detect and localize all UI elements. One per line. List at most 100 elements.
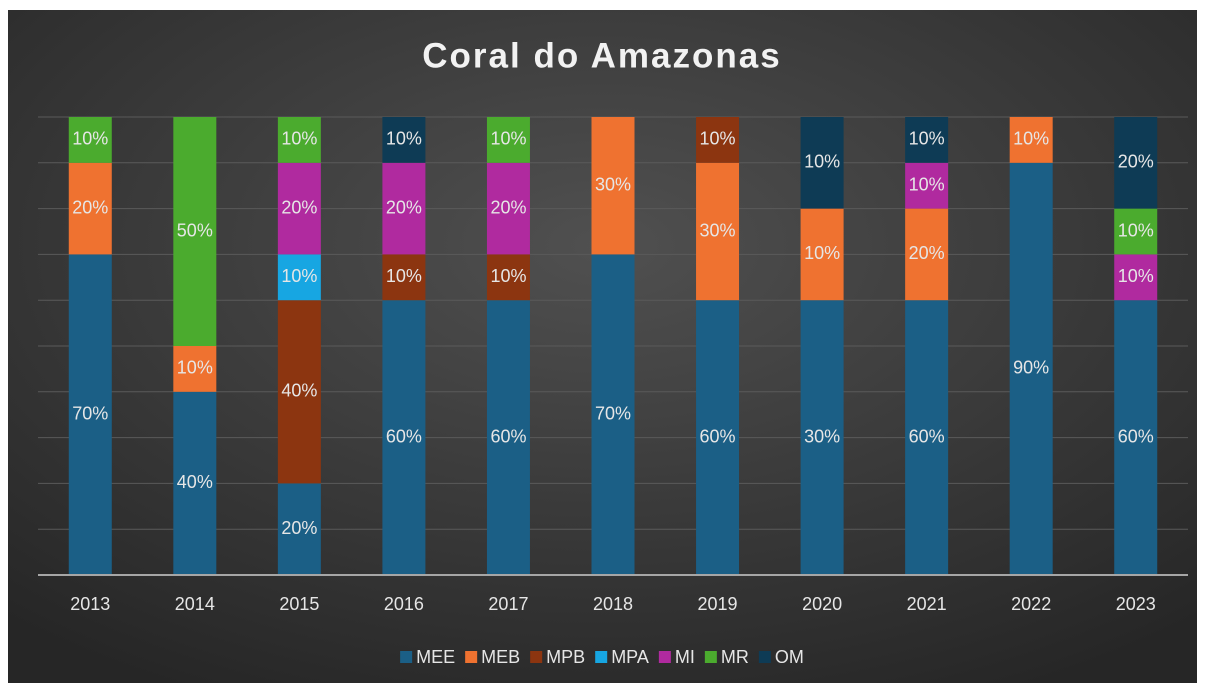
bar-segment [1114, 117, 1158, 209]
bar-segment [800, 208, 844, 301]
bar-segment [1114, 300, 1158, 575]
bar-segment [173, 391, 217, 575]
x-tick-label: 2023 [1116, 594, 1156, 614]
legend-label: MI [675, 647, 695, 667]
data-label: 70% [72, 403, 108, 423]
legend-swatch [595, 651, 608, 663]
data-label: 90% [1013, 358, 1049, 378]
x-tick-label: 2019 [698, 594, 738, 614]
bar-segment [905, 208, 949, 301]
data-label: 10% [386, 266, 422, 286]
data-label: 30% [804, 426, 840, 446]
data-label: 60% [386, 426, 422, 446]
bar-segment [382, 254, 426, 301]
bar-segment [277, 162, 321, 255]
legend-swatch [530, 651, 543, 663]
legend-swatch [758, 651, 771, 663]
bar-segment [486, 162, 530, 255]
data-label: 40% [177, 472, 213, 492]
data-label: 20% [281, 197, 317, 217]
bar-segment [277, 483, 321, 575]
data-label: 20% [490, 197, 526, 217]
data-label: 10% [177, 358, 213, 378]
bar-segment [173, 117, 217, 346]
legend-swatch [704, 651, 717, 663]
x-tick-label: 2015 [279, 594, 319, 614]
data-label: 10% [1118, 266, 1154, 286]
bar-segment [277, 300, 321, 484]
data-label: 60% [700, 426, 736, 446]
bar-segment [68, 254, 112, 575]
bar-segment [486, 254, 530, 301]
bar-segment [800, 117, 844, 209]
x-tick-label: 2020 [802, 594, 842, 614]
data-label: 10% [804, 152, 840, 172]
bar-segment [696, 162, 740, 301]
bar-segment [696, 300, 740, 575]
bar-segment [591, 117, 635, 255]
bar-segment [486, 117, 530, 163]
data-label: 10% [1118, 220, 1154, 240]
legend-label: MPB [546, 647, 585, 667]
data-label: 10% [909, 129, 945, 149]
bar-segment [1009, 117, 1053, 163]
bar-segment [382, 300, 426, 575]
x-tick-label: 2017 [488, 594, 528, 614]
data-label: 30% [700, 220, 736, 240]
data-label: 30% [595, 174, 631, 194]
bar-segment [905, 300, 949, 575]
legend-label: OM [775, 647, 804, 667]
x-tick-label: 2016 [384, 594, 424, 614]
legend-swatch [465, 651, 478, 663]
legend-swatch [658, 651, 671, 663]
data-label: 10% [909, 174, 945, 194]
legend-label: MEB [481, 647, 520, 667]
bar-segment [1114, 208, 1158, 255]
data-label: 70% [595, 403, 631, 423]
bar-segment [1009, 162, 1053, 576]
x-tick-label: 2018 [593, 594, 633, 614]
bar-segment [173, 346, 217, 392]
data-label: 10% [490, 266, 526, 286]
chart-title: Coral do Amazonas [422, 36, 781, 75]
x-tick-label: 2014 [175, 594, 215, 614]
data-label: 60% [909, 426, 945, 446]
data-label: 10% [1013, 129, 1049, 149]
data-label: 10% [72, 129, 108, 149]
bar-segment [68, 117, 112, 163]
bar-segment [800, 300, 844, 575]
bar-segment [68, 162, 112, 255]
data-label: 10% [804, 243, 840, 263]
x-tick-label: 2021 [907, 594, 947, 614]
data-label: 10% [700, 129, 736, 149]
data-label: 20% [1118, 152, 1154, 172]
data-label: 40% [281, 381, 317, 401]
data-label: 20% [386, 197, 422, 217]
legend-label: MPA [611, 647, 649, 667]
bar-segment [905, 162, 949, 209]
data-label: 10% [386, 129, 422, 149]
data-label: 20% [281, 518, 317, 538]
legend-swatch [400, 651, 413, 663]
bar-segment [905, 117, 949, 163]
bar-segment [277, 117, 321, 163]
bar-segment [486, 300, 530, 575]
bar-segment [382, 117, 426, 163]
data-label: 60% [1118, 426, 1154, 446]
bar-segment [591, 254, 635, 575]
data-label: 20% [909, 243, 945, 263]
legend-label: MEE [416, 647, 455, 667]
data-label: 60% [490, 426, 526, 446]
legend-label: MR [721, 647, 749, 667]
data-label: 10% [281, 266, 317, 286]
bar-segment [382, 162, 426, 255]
bar-segment [1114, 254, 1158, 301]
bar-segment [696, 117, 740, 163]
data-label: 10% [281, 129, 317, 149]
x-tick-label: 2022 [1011, 594, 1051, 614]
data-label: 50% [177, 220, 213, 240]
bar-segment [277, 254, 321, 301]
x-tick-label: 2013 [70, 594, 110, 614]
data-label: 10% [490, 129, 526, 149]
